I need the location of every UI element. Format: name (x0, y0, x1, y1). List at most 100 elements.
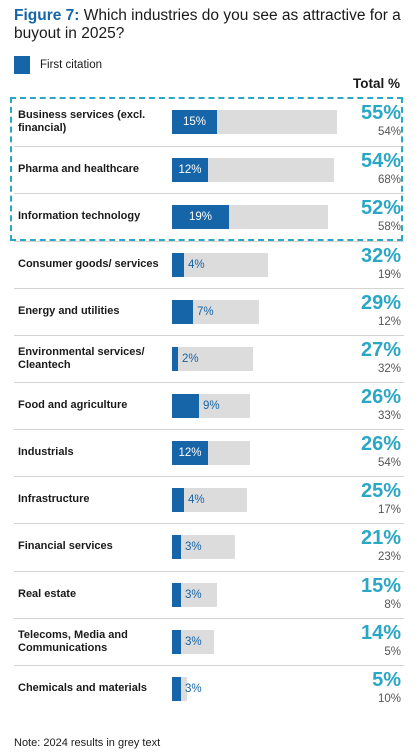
first-citation-value: 4% (188, 259, 205, 271)
row-separator (14, 335, 404, 336)
first-citation-value: 7% (197, 306, 214, 318)
chart-row: Infrastructure 4% 25% 17% (0, 476, 420, 523)
category-label: Industrials (18, 446, 74, 458)
total-value: 15% (360, 575, 401, 597)
total-value: 25% (360, 480, 401, 502)
first-citation-value: 3% (185, 683, 202, 695)
total-value: 26% (360, 433, 401, 455)
total-bar (172, 535, 235, 559)
prior-year-value: 32% (377, 363, 401, 375)
first-citation-value: 3% (185, 589, 202, 601)
row-separator (14, 665, 404, 666)
prior-year-value: 10% (377, 693, 401, 705)
category-label: Environmental services/ Cleantech (18, 345, 145, 371)
figure-question: Which industries do you see as attractiv… (14, 7, 401, 42)
chart-row: Pharma and healthcare 12% 54% 68% (0, 146, 420, 193)
total-bar (172, 347, 253, 371)
first-citation-bar (172, 110, 217, 134)
total-value: 55% (360, 102, 401, 124)
figure-number: Figure 7: (14, 7, 80, 24)
first-citation-value: 4% (188, 494, 205, 506)
row-separator (14, 146, 404, 147)
row-separator (14, 382, 404, 383)
chart-row: Food and agriculture 9% 26% 33% (0, 382, 420, 429)
chart-row: Energy and utilities 7% 29% 12% (0, 288, 420, 335)
total-value: 32% (360, 245, 401, 267)
row-separator (14, 193, 404, 194)
category-label: Financial services (18, 540, 113, 552)
first-citation-bar (172, 253, 184, 277)
legend-swatch-first-citation (14, 56, 30, 74)
first-citation-value: 3% (185, 636, 202, 648)
chart-row: Information technology 19% 52% 58% (0, 193, 420, 240)
first-citation-bar (172, 300, 193, 324)
total-value: 52% (360, 197, 401, 219)
chart-row: Telecoms, Media and Communications 3% 14% 5… (0, 618, 420, 665)
category-label: Energy and utilities (18, 305, 120, 317)
row-separator (14, 618, 404, 619)
total-column-header: Total % (353, 76, 400, 91)
first-citation-value: 19% (188, 211, 213, 223)
row-separator (14, 476, 404, 477)
first-citation-value: 12% (178, 447, 202, 459)
first-citation-bar (172, 394, 199, 418)
legend-label-first-citation: First citation (40, 59, 102, 71)
total-value: 21% (360, 527, 401, 549)
total-value: 5% (372, 669, 401, 691)
first-citation-value: 12% (178, 164, 202, 176)
first-citation-bar (172, 158, 208, 182)
top-three-highlight-box (10, 97, 403, 241)
row-separator (14, 429, 404, 430)
chart-row: Business services (excl. financial) 15% 55… (0, 98, 420, 145)
category-label: Infrastructure (18, 493, 90, 505)
category-label: Consumer goods/ services (18, 258, 159, 270)
first-citation-value: 9% (203, 400, 220, 412)
first-citation-bar (172, 205, 229, 229)
chart-row: Real estate 3% 15% 8% (0, 571, 420, 618)
prior-year-value: 8% (384, 599, 401, 611)
prior-year-value: 23% (377, 551, 401, 563)
total-value: 27% (360, 339, 401, 361)
category-label: Real estate (18, 588, 77, 600)
prior-year-value: 33% (377, 410, 401, 422)
total-value: 54% (360, 150, 401, 172)
row-separator (14, 571, 404, 572)
first-citation-bar (172, 347, 178, 371)
total-bar (172, 253, 268, 277)
prior-year-value: 19% (377, 269, 401, 281)
chart-row: Financial services 3% 21% 23% (0, 523, 420, 570)
first-citation-value: 3% (185, 541, 202, 553)
chart-note: Note: 2024 results in grey text (14, 737, 161, 749)
chart-row: Environmental services/ Cleantech 2% 27% 32… (0, 335, 420, 382)
prior-year-value: 12% (377, 316, 401, 328)
row-separator (14, 523, 404, 524)
legend: First citation (14, 56, 102, 74)
total-value: 14% (360, 622, 401, 644)
first-citation-value: 2% (182, 353, 199, 365)
category-label: Pharma and healthcare (18, 163, 140, 175)
first-citation-bar (172, 630, 181, 654)
category-label: Business services (excl. financial) (18, 108, 146, 134)
chart-title: Figure 7: Which industries do you see as… (14, 7, 404, 43)
prior-year-value: 68% (377, 174, 401, 186)
chart-row: Industrials 12% 26% 54% (0, 429, 420, 476)
first-citation-bar (172, 441, 208, 465)
category-label: Information technology (18, 210, 141, 222)
prior-year-value: 5% (384, 646, 401, 658)
prior-year-value: 17% (377, 504, 401, 516)
category-label: Food and agriculture (18, 399, 128, 411)
chart-row: Chemicals and materials 3% 5% 10% (0, 665, 420, 712)
first-citation-bar (172, 677, 181, 701)
prior-year-value: 58% (377, 221, 401, 233)
category-label: Telecoms, Media and Communications (18, 628, 128, 654)
prior-year-value: 54% (377, 457, 401, 469)
first-citation-bar (172, 583, 181, 607)
prior-year-value: 54% (377, 126, 401, 138)
first-citation-value: 15% (182, 116, 207, 128)
first-citation-bar (172, 488, 184, 512)
category-label: Chemicals and materials (18, 682, 148, 694)
first-citation-bar (172, 535, 181, 559)
row-separator (14, 288, 404, 289)
total-bar (172, 488, 247, 512)
total-value: 26% (360, 386, 401, 408)
